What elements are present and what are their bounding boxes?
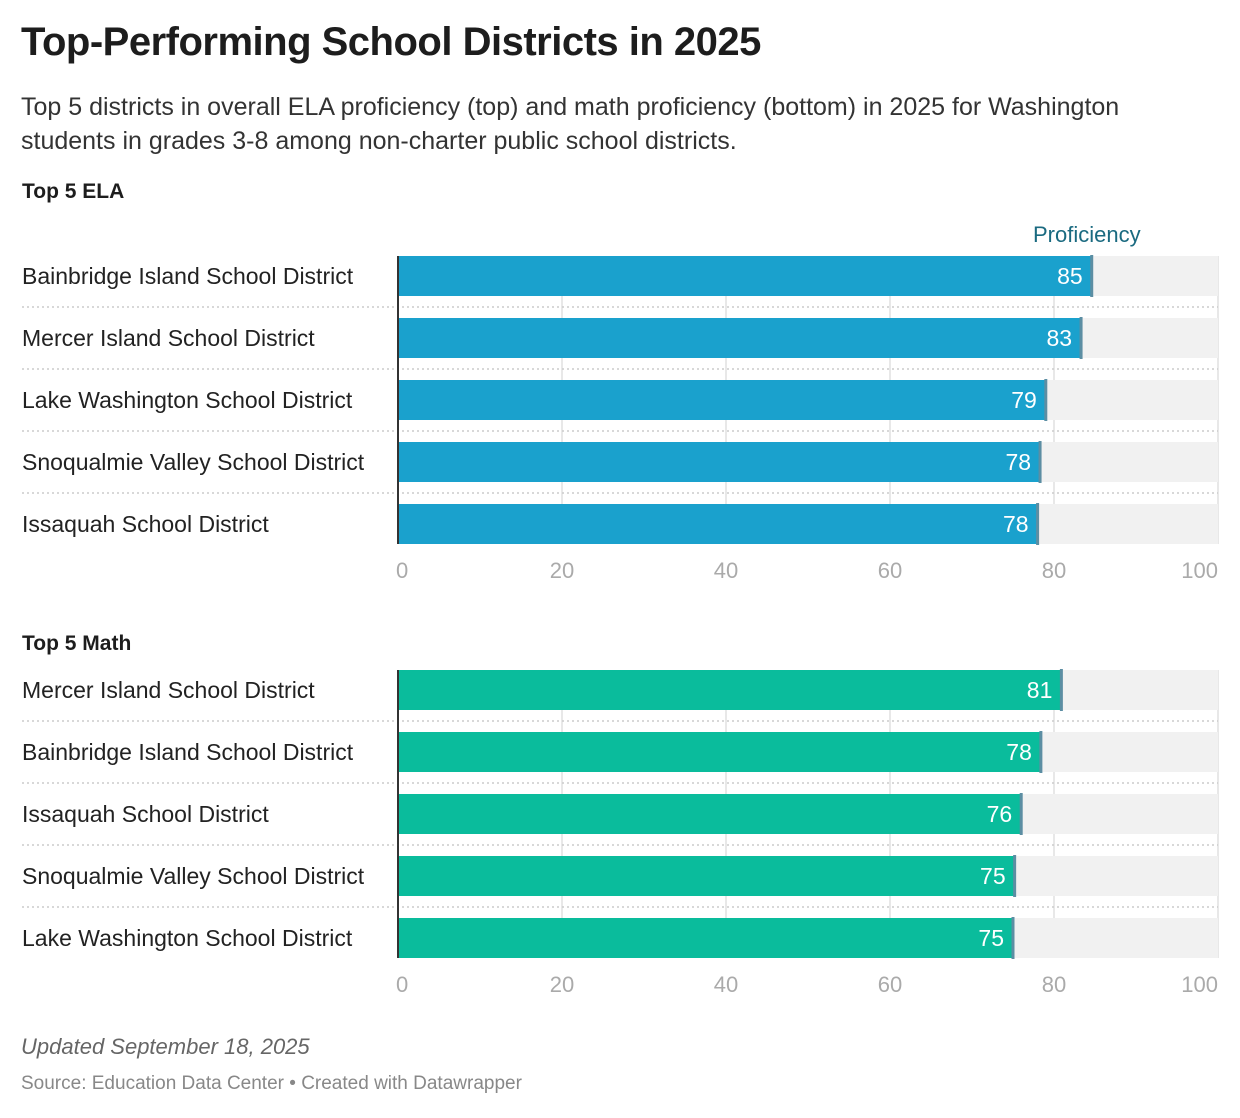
math-bar-end-marker [1039,731,1043,773]
ela-tick-label: 80 [1042,558,1066,583]
ela-value-label: 83 [1046,325,1072,351]
ela-category-label: Mercer Island School District [22,325,315,351]
math-tick-label: 60 [878,972,902,997]
ela-bar [398,442,1041,482]
chart-description: Top 5 districts in overall ELA proficien… [21,93,1120,155]
math-category-label: Bainbridge Island School District [22,739,354,765]
math-tick-label: 80 [1042,972,1066,997]
ela-category-label: Bainbridge Island School District [22,263,354,289]
math-tick-label: 100 [1181,972,1218,997]
math-value-label: 75 [978,925,1004,951]
math-tick-label: 0 [396,972,408,997]
ela-section-title: Top 5 ELA [22,180,125,203]
ela-bar-end-marker [1090,255,1094,297]
math-value-label: 81 [1027,677,1053,703]
math-bar [398,670,1062,710]
updated-note: Updated September 18, 2025 [21,1034,310,1059]
ela-bar-end-marker [1079,317,1083,359]
legend-proficiency: Proficiency [1033,222,1141,247]
math-bar-end-marker [1013,855,1017,897]
ela-value-label: 78 [1003,511,1029,537]
ela-tick-label: 0 [396,558,408,583]
ela-bar-end-marker [1044,379,1048,421]
ela-category-label: Issaquah School District [22,511,269,537]
math-category-label: Snoqualmie Valley School District [22,863,365,889]
math-value-label: 75 [980,863,1006,889]
ela-value-label: 78 [1005,449,1031,475]
chart-title: Top-Performing School Districts in 2025 [21,20,761,64]
ela-bar [398,256,1092,296]
ela-bar [398,318,1082,358]
math-bar [398,794,1022,834]
math-bar-end-marker [1059,669,1063,711]
ela-value-label: 85 [1057,263,1083,289]
math-section-title: Top 5 Math [22,632,132,655]
ela-tick-label: 40 [714,558,738,583]
ela-tick-label: 20 [550,558,574,583]
ela-category-label: Snoqualmie Valley School District [22,449,365,475]
source-note: Source: Education Data Center • Created … [21,1073,522,1094]
math-value-label: 76 [987,801,1013,827]
ela-tick-label: 60 [878,558,902,583]
math-bar [398,918,1013,958]
ela-bar [398,504,1038,544]
ela-category-label: Lake Washington School District [22,387,353,413]
ela-tick-label: 100 [1181,558,1218,583]
math-bar [398,732,1041,772]
math-category-label: Issaquah School District [22,801,269,827]
ela-value-label: 79 [1011,387,1037,413]
math-category-label: Mercer Island School District [22,677,315,703]
math-bar-end-marker [1011,917,1015,959]
math-category-label: Lake Washington School District [22,925,353,951]
math-tick-label: 40 [714,972,738,997]
ela-bar-end-marker [1038,441,1042,483]
math-bar-end-marker [1019,793,1023,835]
ela-bar-end-marker [1036,503,1040,545]
math-value-label: 78 [1006,739,1032,765]
ela-bar [398,380,1046,420]
math-bar [398,856,1015,896]
math-tick-label: 20 [550,972,574,997]
